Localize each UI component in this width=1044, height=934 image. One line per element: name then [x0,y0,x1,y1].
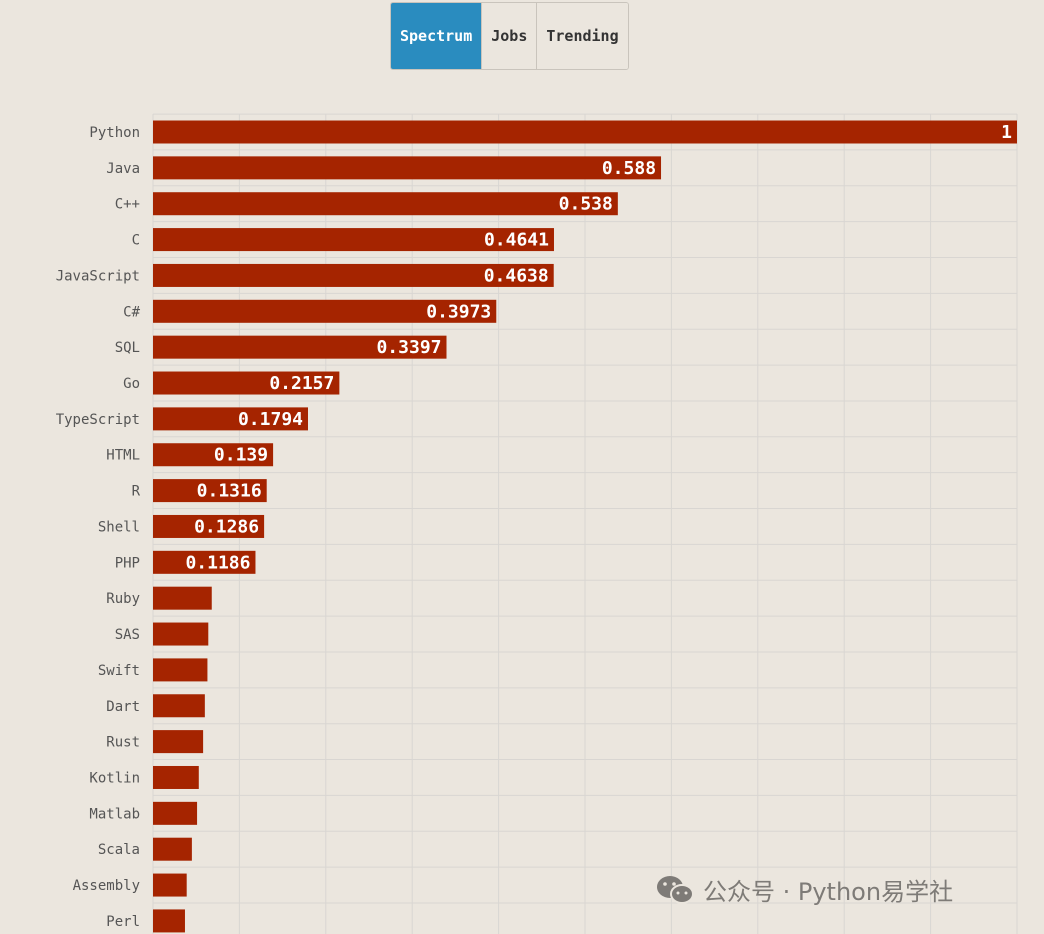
category-label: Python [89,125,140,141]
bar-php [153,550,256,574]
value-label: 0.1186 [185,552,250,573]
value-label: 1 [1001,122,1012,143]
category-label: Go [123,376,140,392]
category-label: Kotlin [89,770,140,786]
bar-scala [153,837,192,861]
tab-spectrum[interactable]: Spectrum [391,3,482,69]
category-label: C++ [115,197,140,213]
value-label: 0.139 [214,445,268,466]
bar-sql [153,335,447,359]
bar-r [153,479,267,503]
value-label: 0.4641 [484,230,549,251]
bar-kotlin [153,765,199,789]
bar-c- [153,192,618,216]
bar-assembly [153,873,187,897]
category-label: C# [123,304,140,320]
bar-shell [153,514,265,538]
category-label: Scala [98,842,140,858]
category-label: Matlab [89,806,140,822]
category-label: C [132,233,140,249]
bar-dart [153,694,205,718]
bar-java [153,156,662,180]
view-tabs: Spectrum Jobs Trending [390,2,629,70]
watermark: 公众号 · Python易学社 [655,872,953,907]
value-label: 0.4638 [484,265,549,286]
value-label: 0.1316 [197,481,262,502]
tab-trending[interactable]: Trending [536,3,628,69]
category-label: SAS [115,627,140,643]
value-label: 0.1286 [194,516,259,537]
category-label: SQL [115,340,140,356]
bar-ruby [153,586,212,610]
bar-c [153,228,554,252]
category-label: Java [106,161,140,177]
value-label: 0.3397 [376,337,441,358]
category-label: Ruby [106,591,140,607]
watermark-text: 公众号 · Python易学社 [703,878,954,906]
category-label: R [132,484,141,500]
category-label: JavaScript [56,268,140,284]
bar-python [153,120,1017,144]
value-label: 0.2157 [269,373,334,394]
tab-jobs[interactable]: Jobs [481,3,537,69]
value-label: 0.1794 [238,409,303,430]
category-label: Rust [106,735,140,751]
bar-rust [153,730,204,754]
wechat-icon [657,875,694,904]
category-label: Dart [106,699,140,715]
value-label: 0.3973 [426,301,491,322]
category-label: Perl [106,914,140,930]
bar-javascript [153,263,554,287]
bar-sas [153,622,209,646]
bar-perl [153,909,185,933]
category-label: TypeScript [56,412,140,428]
category-label: Assembly [73,878,140,894]
bar-html [153,443,274,467]
category-label: HTML [106,448,140,464]
value-label: 0.538 [559,194,613,215]
bar-c- [153,299,497,323]
value-label: 0.588 [602,158,656,179]
category-label: Shell [98,519,140,535]
category-label: PHP [115,555,140,571]
bar-matlab [153,801,198,825]
bar-go [153,371,340,395]
bar-typescript [153,407,309,431]
bar-swift [153,658,208,682]
category-label: Swift [98,663,140,679]
